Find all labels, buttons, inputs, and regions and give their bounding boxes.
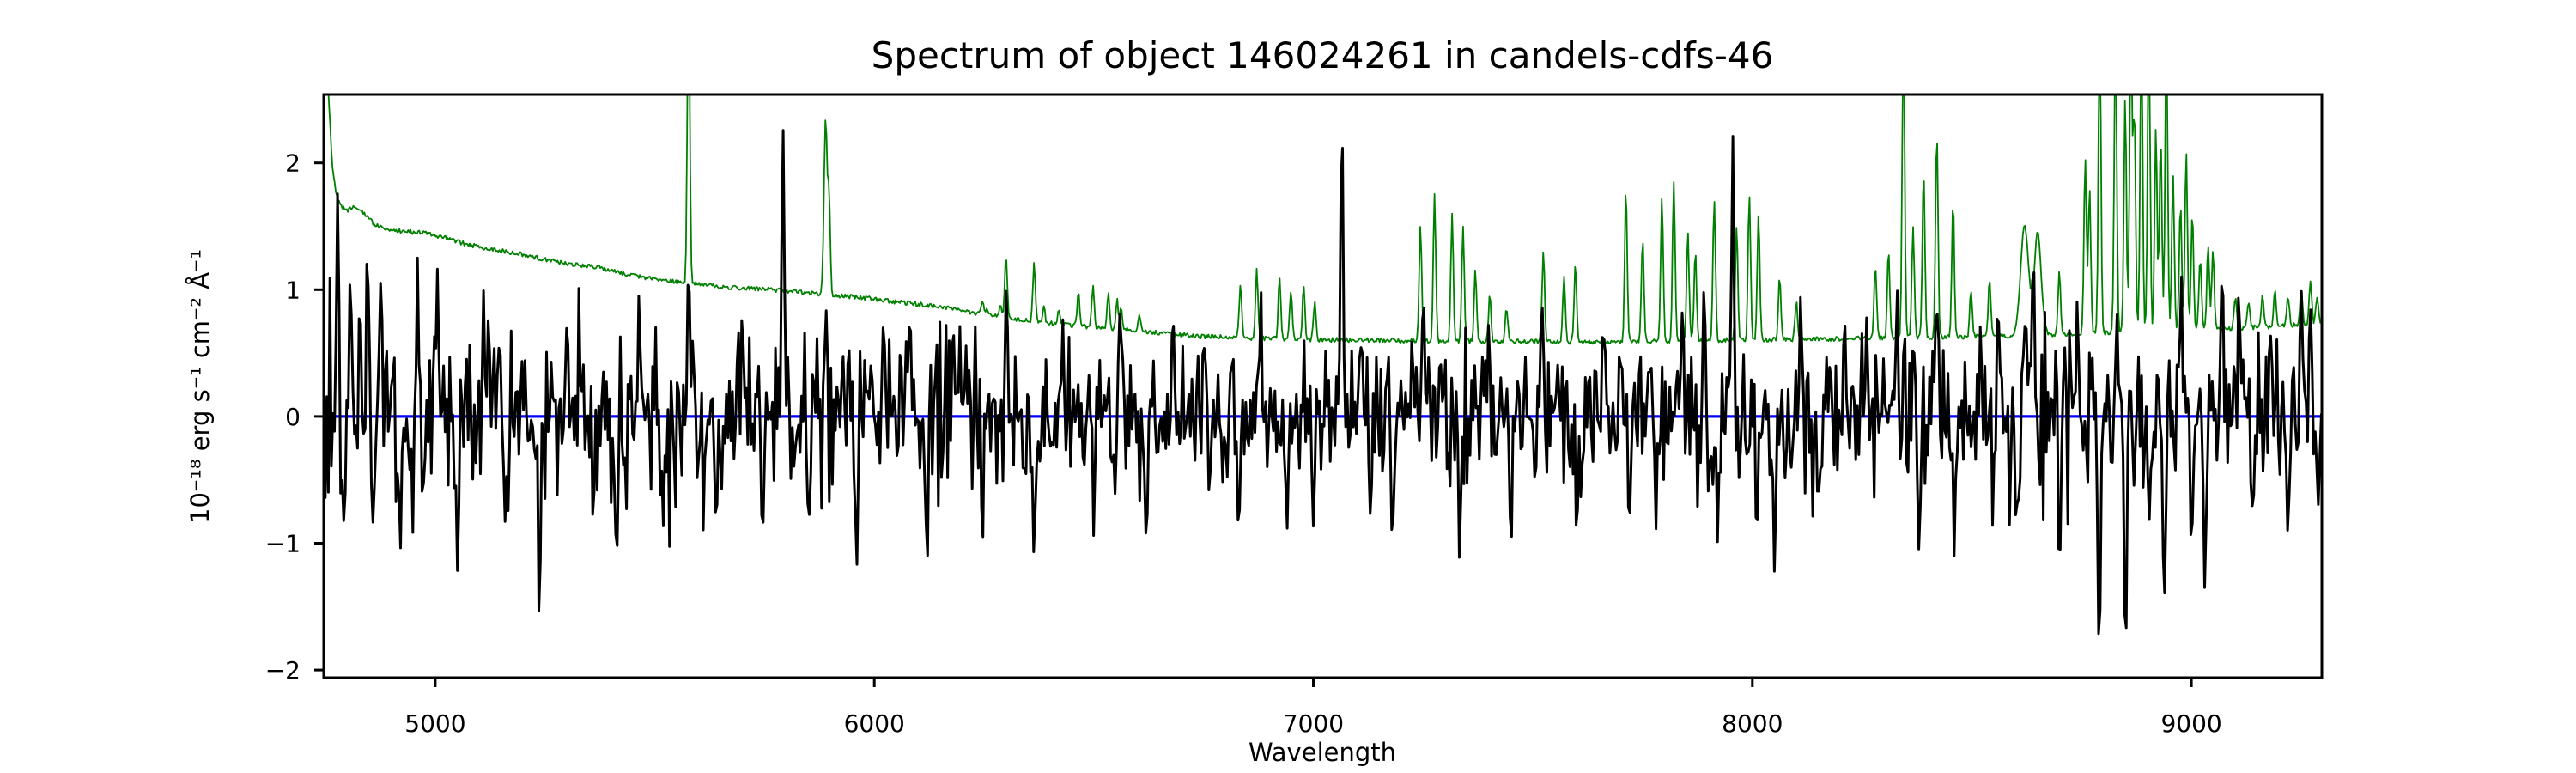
flux-series-line [324, 129, 2322, 636]
y-axis-ticks: −2 −1 0 1 2 [265, 149, 324, 685]
x-axis-label: Wavelength [1249, 738, 1396, 767]
noise-series-line [327, 94, 2322, 345]
plot-frame [322, 93, 2324, 679]
y-tick-label: −1 [265, 530, 301, 558]
x-tick-label: 6000 [844, 709, 905, 738]
y-axis-label: 10⁻¹⁸ erg s⁻¹ cm⁻² Å⁻¹ [185, 249, 215, 524]
y-tick-label: 1 [285, 276, 301, 304]
x-tick-label: 5000 [404, 709, 465, 738]
y-tick-label: 0 [285, 403, 301, 431]
y-tick-label: 2 [285, 149, 301, 178]
y-tick-label: −2 [265, 656, 301, 685]
x-tick-label: 8000 [1722, 709, 1783, 738]
series-layer [324, 94, 2322, 636]
x-tick-label: 7000 [1283, 709, 1344, 738]
x-axis-ticks: 5000 6000 7000 8000 9000 [404, 678, 2222, 738]
chart-title: Spectrum of object 146024261 in candels-… [872, 34, 1774, 76]
x-tick-label: 9000 [2160, 709, 2221, 738]
